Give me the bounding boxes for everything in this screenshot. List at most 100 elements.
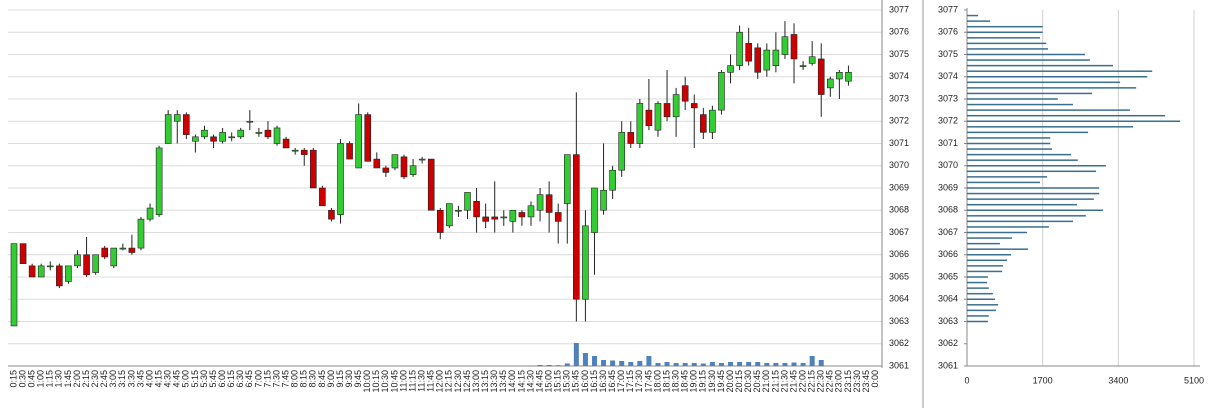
y-tick-label: 3076 (889, 27, 909, 37)
x-tick-label: 16:15 (589, 370, 599, 393)
profile-bar (967, 259, 1008, 262)
y-tick-label: 3066 (938, 249, 958, 259)
y-tick-label: 3070 (938, 160, 958, 170)
profile-bar (967, 14, 979, 17)
x-tick-label: 5:30 (199, 370, 209, 388)
profile-bar (967, 209, 1104, 211)
profile-bar (967, 142, 1051, 145)
x-tick-label: 12:45 (462, 370, 472, 393)
x-tick-label: 2:15 (81, 370, 91, 388)
profile-bar (967, 81, 1121, 84)
volume-bar (601, 360, 607, 366)
x-tick-label: 1:30 (54, 370, 64, 388)
volume-bar (709, 362, 715, 366)
candle-body (56, 265, 63, 287)
x-tick-label: 22:15 (807, 370, 817, 393)
candle-body (291, 149, 299, 152)
x-tick-label: 9:15 (335, 370, 345, 388)
x-tick-label: 23:00 (834, 370, 844, 393)
y-tick-label: 3070 (889, 160, 909, 170)
volume-bar (809, 356, 815, 366)
volume-bar (546, 365, 552, 366)
candle-body (700, 114, 707, 133)
x-tick-label: 19:45 (716, 370, 726, 393)
x-tick-label: 9:30 (344, 370, 354, 388)
x-tick-label: 4:30 (163, 370, 173, 388)
profile-bar (967, 220, 1073, 223)
profile-bar (967, 109, 1130, 111)
x-tick-label: 14:15 (516, 370, 526, 393)
volume-bar (818, 360, 824, 366)
x-tick-label: 5:00 (181, 370, 191, 388)
profile-bar (967, 176, 1048, 178)
candle-body (83, 254, 90, 276)
candle-body (781, 36, 789, 55)
profile-bar (967, 192, 1100, 195)
candle-body (255, 132, 263, 134)
y-tick-label: 3072 (938, 116, 958, 126)
profile-bar (967, 76, 1148, 78)
volume-bar (582, 353, 588, 366)
x-tick-label: 21:30 (779, 370, 789, 393)
candle-body (74, 254, 81, 267)
candle-body (264, 129, 272, 138)
candle-body (19, 243, 27, 264)
x-tick-label: 6:15 (226, 370, 236, 388)
x-tick-label: 21:15 (770, 370, 780, 393)
x-tick-label: 13:15 (480, 370, 490, 393)
candle-body (536, 194, 544, 211)
x-tick-label: 3400 (1108, 375, 1128, 385)
profile-bar (967, 53, 1085, 56)
candle-body (128, 247, 136, 253)
candle-body (627, 132, 635, 144)
x-tick-label: 15:00 (544, 370, 554, 393)
candle-body (46, 265, 54, 268)
x-tick-label: 7:45 (280, 370, 290, 388)
x-tick-label: 8:45 (317, 370, 327, 388)
profile-bar (967, 37, 1040, 39)
x-tick-label: 17:00 (616, 370, 626, 393)
volume-bar (664, 362, 670, 366)
profile-bar (967, 198, 1094, 200)
y-tick-label: 3074 (938, 71, 958, 81)
profile-bar (967, 131, 1089, 134)
x-tick-label: 14:00 (507, 370, 517, 393)
y-tick-label: 3064 (938, 294, 958, 304)
candle-body (382, 167, 390, 173)
profile-bar (967, 203, 1077, 206)
volume-bar (737, 362, 743, 366)
volume-bar (682, 363, 688, 366)
candle-body (491, 216, 499, 220)
volume-bar (782, 363, 788, 366)
y-tick-label: 3068 (938, 205, 958, 215)
candle-body (282, 138, 290, 149)
x-tick-label: 20:15 (734, 370, 744, 393)
y-tick-label: 3075 (938, 49, 958, 59)
profile-bar (967, 292, 993, 295)
profile-bar (967, 315, 989, 317)
volume-bar (528, 365, 534, 366)
x-tick-label: 22:30 (816, 370, 826, 393)
x-tick-label: 9:00 (326, 370, 336, 388)
volume-bar (773, 363, 779, 366)
x-tick-label: 16:30 (598, 370, 608, 393)
candle-body (300, 149, 308, 155)
profile-bar (967, 153, 1072, 156)
x-tick-label: 6:45 (244, 370, 254, 388)
profile-bar (967, 226, 1049, 228)
x-tick-label: 0:00 (870, 370, 880, 388)
candle-body (346, 143, 353, 160)
volume-bar (628, 362, 634, 366)
candle-body (554, 212, 562, 222)
candle-body (337, 143, 344, 215)
volume-bar (655, 363, 661, 366)
candle-body (355, 114, 362, 169)
x-tick-label: 22:00 (797, 370, 807, 393)
profile-bar (967, 265, 1004, 267)
x-tick-label: 10:15 (371, 370, 381, 393)
x-tick-label: 5:15 (190, 370, 200, 388)
y-tick-label: 3061 (889, 360, 909, 370)
x-tick-label: 2:00 (72, 370, 82, 388)
x-tick-label: 3:15 (117, 370, 127, 388)
x-tick-label: 17:15 (625, 370, 635, 393)
